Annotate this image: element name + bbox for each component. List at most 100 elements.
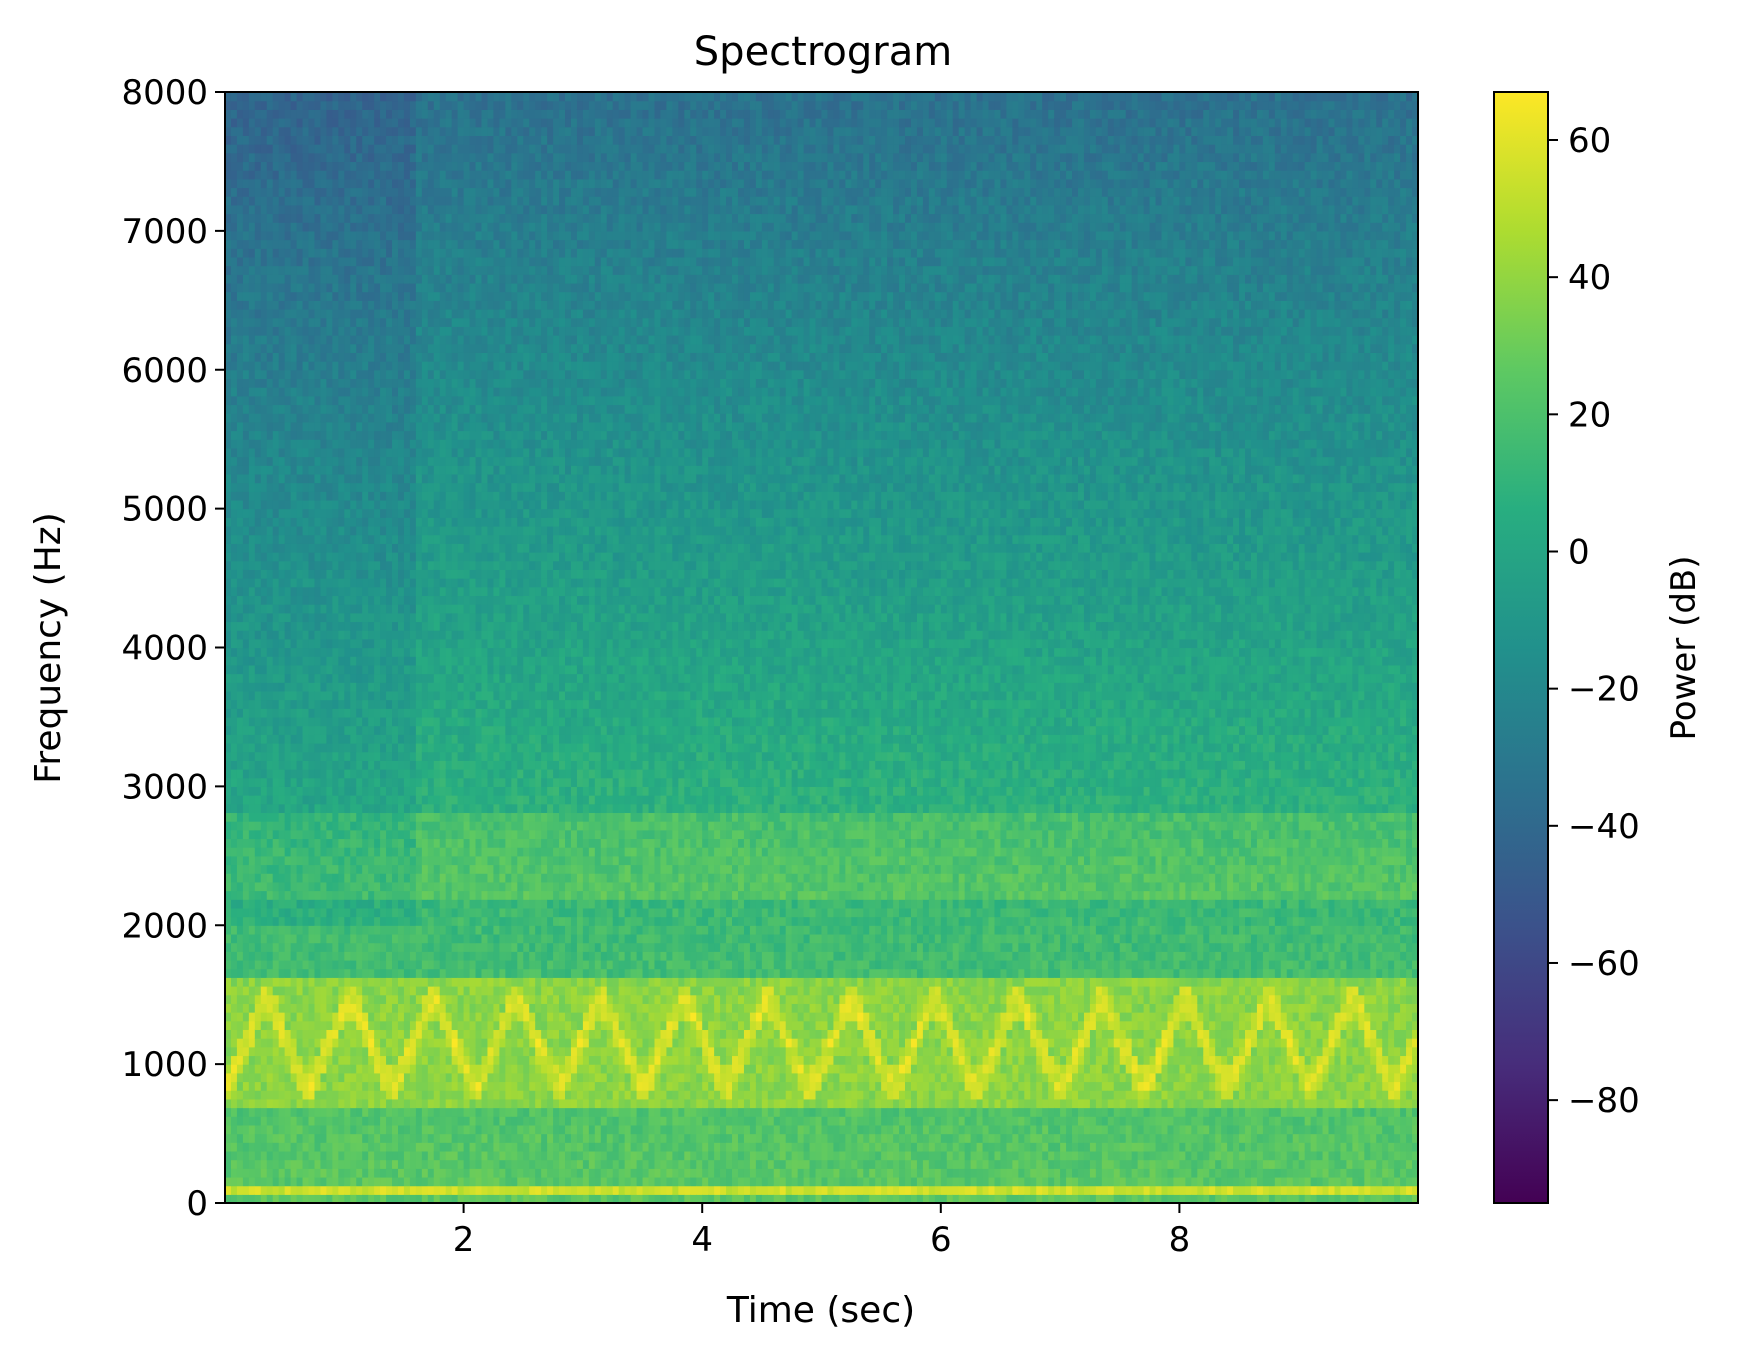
heatmap-cell <box>409 499 417 510</box>
heatmap-cell <box>386 517 393 527</box>
heatmap-cell <box>350 499 357 510</box>
heatmap-cell <box>368 821 375 831</box>
heatmap-cell <box>356 864 363 874</box>
heatmap-cell <box>326 265 333 275</box>
heatmap-cell <box>368 1124 375 1135</box>
heatmap-cell <box>248 1090 256 1100</box>
heatmap-cell <box>278 769 286 779</box>
heatmap-cell <box>427 308 435 319</box>
heatmap-cell <box>445 812 453 822</box>
heatmap-cell <box>386 777 393 787</box>
heatmap-cell <box>386 1176 393 1187</box>
heatmap-cell <box>266 690 274 701</box>
heatmap-cell <box>338 291 345 301</box>
heatmap-cell <box>451 92 459 102</box>
heatmap-cell <box>284 586 292 597</box>
heatmap-cell <box>433 803 441 814</box>
heatmap-cell <box>326 959 333 970</box>
heatmap-cell <box>290 178 298 189</box>
heatmap-cell <box>254 534 262 544</box>
heatmap-cell <box>380 439 387 449</box>
heatmap-cell <box>230 517 238 527</box>
heatmap-cell <box>415 708 423 718</box>
heatmap-cell <box>272 248 280 258</box>
heatmap-cell <box>380 196 387 206</box>
heatmap-cell <box>344 951 351 961</box>
heatmap-cell <box>368 986 375 996</box>
heatmap-cell <box>344 812 351 822</box>
heatmap-cell <box>248 751 256 761</box>
heatmap-cell <box>254 1150 262 1161</box>
heatmap-cell <box>332 517 339 527</box>
heatmap-cell <box>296 1142 304 1152</box>
heatmap-cell <box>380 517 387 527</box>
heatmap-cell <box>266 838 274 848</box>
heatmap-cell <box>308 1029 316 1039</box>
heatmap-cell <box>368 126 375 136</box>
heatmap-cell <box>278 265 286 275</box>
heatmap-cell <box>415 517 423 527</box>
heatmap-cell <box>421 769 429 779</box>
heatmap-cell <box>230 92 238 102</box>
heatmap-cell <box>332 847 339 857</box>
heatmap-cell <box>344 118 351 128</box>
heatmap-cell <box>326 369 333 380</box>
heatmap-cell <box>296 769 304 779</box>
heatmap-cell <box>320 1081 327 1091</box>
heatmap-cell <box>368 1055 375 1065</box>
heatmap-cell <box>296 873 304 883</box>
heatmap-cell <box>225 612 232 623</box>
heatmap-cell <box>392 769 399 779</box>
heatmap-cell <box>248 803 256 814</box>
heatmap-cell <box>254 508 262 518</box>
heatmap-cell <box>236 647 244 657</box>
heatmap-cell <box>236 786 244 796</box>
heatmap-cell <box>248 126 256 136</box>
heatmap-cell <box>284 933 292 944</box>
heatmap-cell <box>350 1133 357 1143</box>
heatmap-cell <box>356 734 363 744</box>
heatmap-cell <box>392 152 399 163</box>
heatmap-cell <box>296 786 304 796</box>
heatmap-cell <box>368 317 375 327</box>
heatmap-cell <box>236 630 244 640</box>
heatmap-cell <box>290 1029 298 1039</box>
heatmap-cell <box>314 100 322 110</box>
heatmap-cell <box>236 777 244 787</box>
heatmap-cell <box>421 499 429 510</box>
heatmap-cell <box>314 543 322 553</box>
heatmap-cell <box>302 109 310 119</box>
heatmap-cell <box>445 838 453 848</box>
heatmap-cell <box>392 855 399 866</box>
heatmap-cell <box>338 942 345 952</box>
heatmap-cell <box>326 734 333 744</box>
heatmap-cell <box>302 569 310 579</box>
heatmap-cell <box>225 1029 232 1039</box>
heatmap-cell <box>362 1046 369 1057</box>
heatmap-cell <box>439 552 447 562</box>
heatmap-cell <box>332 1029 339 1039</box>
heatmap-cell <box>380 855 387 866</box>
heatmap-cell <box>242 716 250 727</box>
heatmap-cell <box>344 482 351 492</box>
heatmap-cell <box>374 1107 381 1117</box>
heatmap-cell <box>248 777 256 787</box>
heatmap-cell <box>236 1185 244 1195</box>
heatmap-cell <box>344 1107 351 1117</box>
heatmap-cell <box>392 1003 399 1013</box>
heatmap-cell <box>308 1194 316 1204</box>
heatmap-cell <box>284 812 292 822</box>
heatmap-cell <box>451 144 459 154</box>
heatmap-cell <box>290 933 298 944</box>
heatmap-cell <box>380 1142 387 1152</box>
heatmap-cell <box>374 638 381 649</box>
heatmap-cell <box>386 222 393 232</box>
heatmap-cell <box>272 1176 280 1187</box>
heatmap-cell <box>278 586 286 597</box>
heatmap-cell <box>338 907 345 918</box>
heatmap-cell <box>427 708 435 718</box>
heatmap-cell <box>445 699 453 709</box>
heatmap-cell <box>308 178 316 189</box>
heatmap-cell <box>350 543 357 553</box>
heatmap-cell <box>260 647 268 657</box>
